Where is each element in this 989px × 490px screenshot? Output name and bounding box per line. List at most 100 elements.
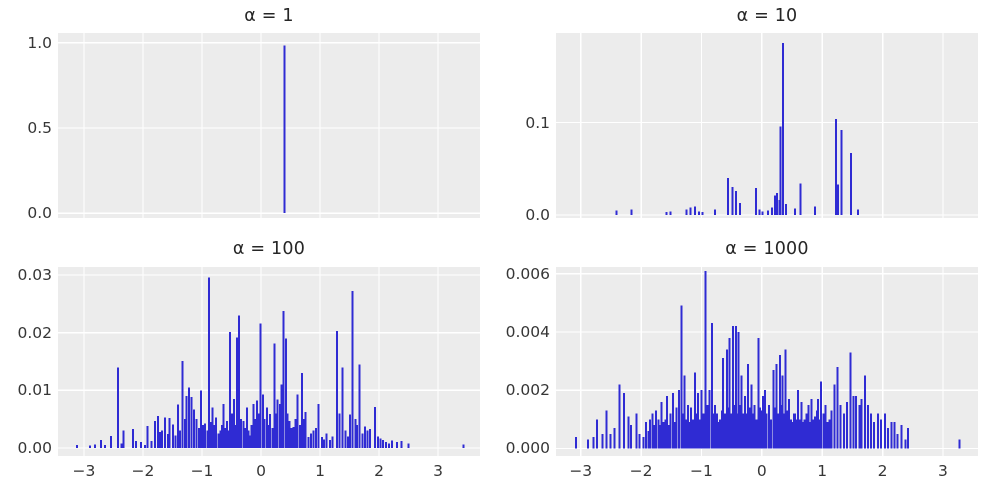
bar xyxy=(727,407,730,449)
bar xyxy=(638,433,641,449)
bar xyxy=(657,419,660,449)
bar xyxy=(286,413,289,448)
bar xyxy=(120,443,123,448)
plot-svg xyxy=(58,267,480,456)
bar xyxy=(762,396,765,449)
bar xyxy=(320,436,323,448)
bar xyxy=(88,445,91,448)
bar xyxy=(693,206,696,215)
bar xyxy=(172,424,175,448)
bar xyxy=(850,153,853,215)
bar xyxy=(188,387,191,448)
bar xyxy=(273,343,276,448)
bar xyxy=(884,413,887,449)
bar xyxy=(763,390,766,449)
bar xyxy=(817,398,820,449)
bar xyxy=(858,404,861,449)
bar xyxy=(280,384,283,448)
x-tick-label: −2 xyxy=(629,462,653,480)
bar xyxy=(785,203,788,215)
bar xyxy=(870,413,873,449)
bar xyxy=(206,430,209,448)
bar xyxy=(775,192,778,215)
bar xyxy=(860,398,863,449)
bar xyxy=(669,211,672,215)
bar xyxy=(786,410,789,449)
bar xyxy=(794,208,797,215)
bar xyxy=(351,291,354,448)
x-tick-label: −2 xyxy=(131,462,155,480)
bar xyxy=(601,433,604,449)
bar xyxy=(769,419,772,449)
bar xyxy=(798,419,801,449)
x-tick-label: −1 xyxy=(190,462,214,480)
bar xyxy=(651,413,654,449)
bar xyxy=(799,183,802,215)
bar xyxy=(721,410,724,449)
bar xyxy=(312,430,315,448)
bar xyxy=(685,419,688,449)
bar xyxy=(294,419,297,448)
bar xyxy=(690,407,693,449)
bar xyxy=(341,367,344,448)
bar xyxy=(263,419,266,448)
bar xyxy=(689,422,692,449)
plot-svg xyxy=(556,33,978,218)
bar xyxy=(713,209,716,215)
bar xyxy=(379,438,382,448)
bar xyxy=(788,398,791,449)
bar xyxy=(660,401,663,449)
bar xyxy=(702,413,705,449)
bar xyxy=(257,413,260,448)
bar xyxy=(618,384,621,449)
bar xyxy=(248,435,251,448)
bar xyxy=(734,326,737,449)
bar xyxy=(245,407,248,448)
bar xyxy=(100,439,103,448)
bar xyxy=(225,420,228,448)
bar xyxy=(282,310,285,448)
bar xyxy=(613,428,616,449)
bar xyxy=(822,413,825,449)
bar xyxy=(830,410,833,449)
bar xyxy=(376,436,379,448)
bar xyxy=(904,439,907,449)
bar xyxy=(349,414,352,448)
bar xyxy=(701,212,704,215)
bar xyxy=(276,399,279,448)
x-tick-label: 1 xyxy=(315,462,325,480)
bar xyxy=(896,433,899,449)
bar xyxy=(183,419,186,448)
bar xyxy=(710,323,713,449)
bar xyxy=(873,422,876,449)
bar xyxy=(574,436,577,449)
bar xyxy=(94,444,97,448)
plot-area xyxy=(58,33,480,218)
bar xyxy=(718,422,720,449)
bar xyxy=(719,419,722,449)
bar xyxy=(900,425,903,449)
bar xyxy=(400,441,403,448)
bar xyxy=(659,425,662,449)
y-tick-label: 0.01 xyxy=(17,381,52,400)
bar xyxy=(879,419,882,449)
bar xyxy=(792,413,795,449)
bar xyxy=(745,413,748,449)
bar xyxy=(252,404,255,448)
bar xyxy=(731,326,734,449)
bar xyxy=(250,424,253,448)
bar xyxy=(361,433,364,448)
bar xyxy=(232,398,235,448)
bar xyxy=(388,443,391,448)
bar xyxy=(712,413,715,449)
bar xyxy=(791,422,794,449)
x-tick-label: 2 xyxy=(374,462,384,480)
bar xyxy=(615,210,618,215)
bar xyxy=(261,394,264,448)
bar xyxy=(323,439,326,448)
bar xyxy=(329,439,332,448)
bar xyxy=(833,384,836,449)
bar xyxy=(845,401,848,449)
bar xyxy=(716,413,719,449)
bar xyxy=(740,375,743,449)
